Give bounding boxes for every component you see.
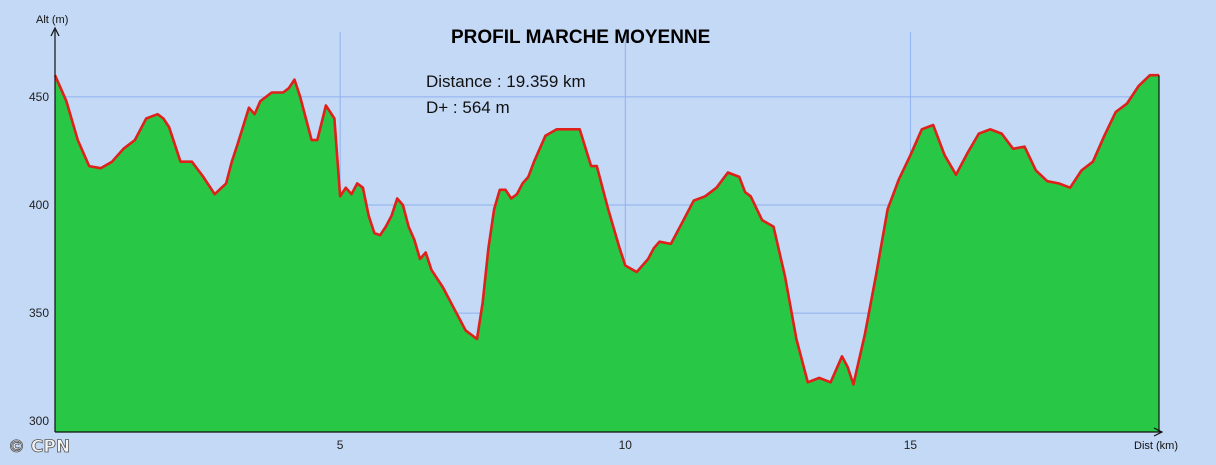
- x-axis-label: Dist (km): [1134, 440, 1178, 452]
- distance-annotation: Distance : 19.359 km: [426, 72, 586, 91]
- elevation-line: [53, 73, 1159, 386]
- tick-labels: 5 10 15 300 350 400 450: [29, 90, 917, 452]
- y-tick-label: 450: [29, 90, 49, 104]
- cpn-watermark-logo: © CPN: [8, 437, 70, 457]
- elevation-area: [55, 75, 1159, 432]
- axes: [50, 26, 1164, 437]
- y-axis-label: Alt (m): [36, 14, 68, 26]
- y-tick-label: 350: [29, 306, 49, 320]
- elevation-gain-annotation: D+ : 564 m: [426, 98, 510, 117]
- x-tick-label: 15: [904, 438, 918, 452]
- chart-title: PROFIL MARCHE MOYENNE: [451, 27, 710, 48]
- x-tick-label: 5: [337, 438, 344, 452]
- y-tick-label: 300: [29, 414, 49, 428]
- x-axis-arrow: [1153, 427, 1164, 437]
- y-axis-arrow: [50, 26, 60, 37]
- x-tick-label: 10: [619, 438, 633, 452]
- y-tick-label: 400: [29, 198, 49, 212]
